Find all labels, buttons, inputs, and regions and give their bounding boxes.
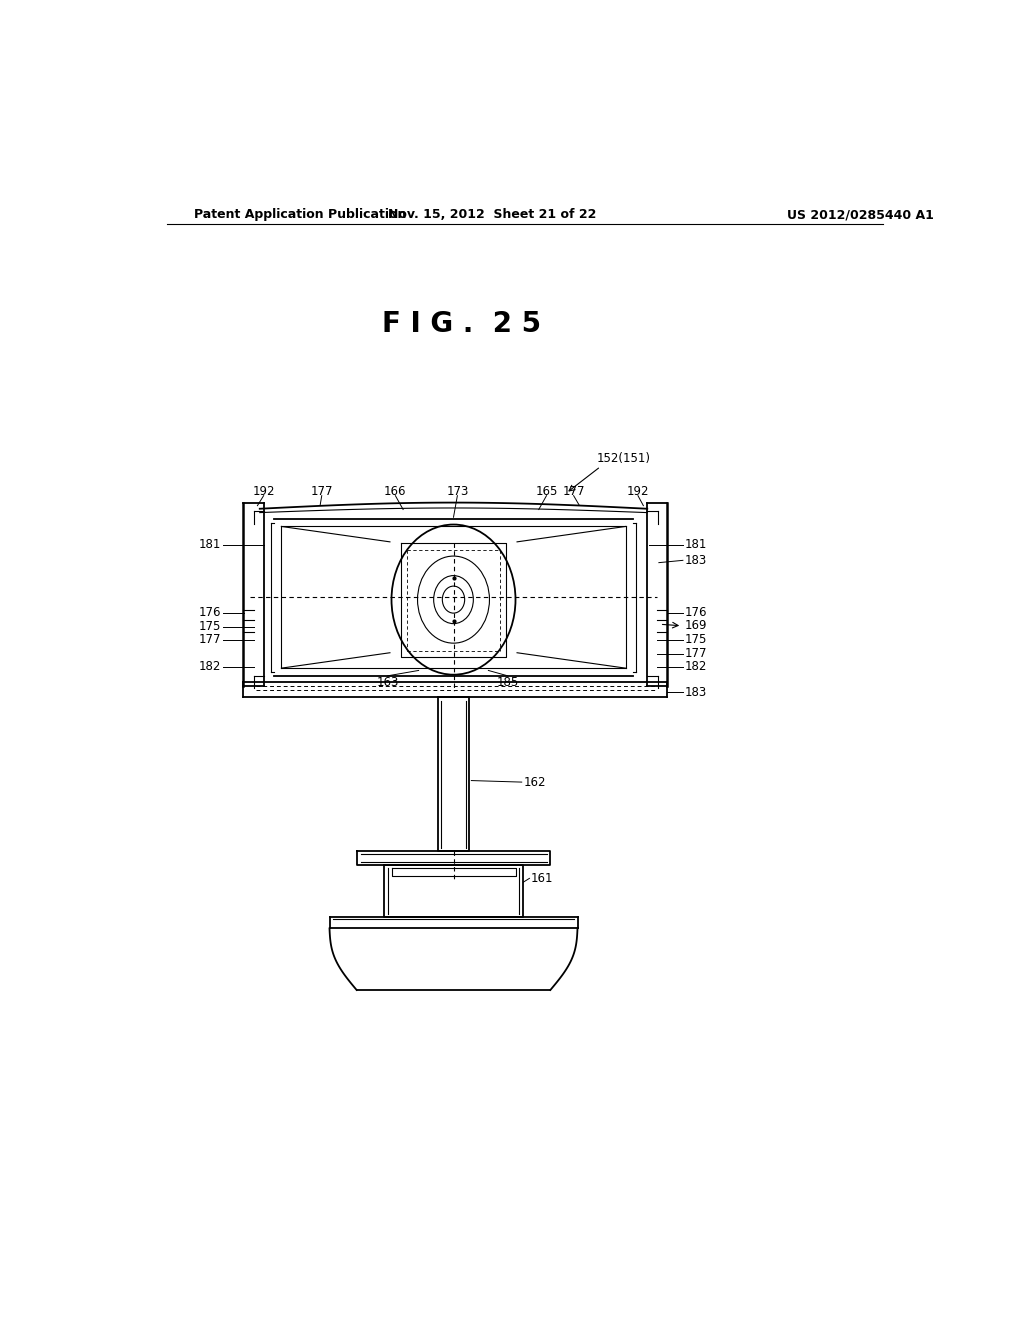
Text: 192: 192 [627,484,649,498]
Text: 177: 177 [562,484,585,498]
Text: 173: 173 [446,484,469,498]
Text: 177: 177 [310,484,333,498]
Text: Patent Application Publication: Patent Application Publication [194,209,407,222]
Text: 176: 176 [684,606,707,619]
Text: 181: 181 [199,539,221,552]
Text: 182: 182 [684,660,707,673]
Text: 176: 176 [199,606,221,619]
Text: 192: 192 [252,484,274,498]
Text: 183: 183 [684,554,707,566]
Text: Nov. 15, 2012  Sheet 21 of 22: Nov. 15, 2012 Sheet 21 of 22 [388,209,596,222]
Text: 185: 185 [497,676,519,689]
Text: 163: 163 [377,676,398,689]
Text: 162: 162 [523,776,546,788]
Text: 165: 165 [536,484,558,498]
Text: 177: 177 [684,647,707,660]
Text: 152(151): 152(151) [597,453,651,465]
Text: 183: 183 [684,685,707,698]
Text: 175: 175 [684,634,707,647]
Text: 177: 177 [199,634,221,647]
Text: 175: 175 [199,620,221,634]
Text: 169: 169 [684,619,707,632]
Text: US 2012/0285440 A1: US 2012/0285440 A1 [786,209,934,222]
Text: 166: 166 [384,484,407,498]
Text: F I G .  2 5: F I G . 2 5 [382,310,541,338]
Text: 182: 182 [199,660,221,673]
Text: 181: 181 [684,539,707,552]
Text: 161: 161 [531,871,554,884]
